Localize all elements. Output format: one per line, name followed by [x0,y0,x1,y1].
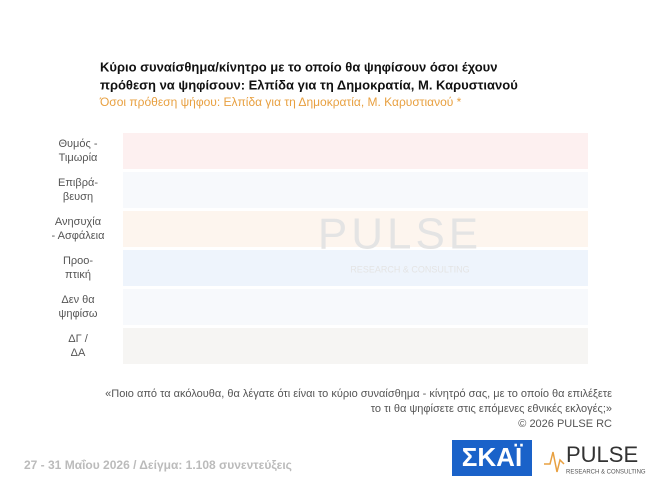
pulse-logo: PULSE [566,442,638,467]
pulse-logo-sub: RESEARCH & CONSULTING [566,470,646,476]
footer: 27 - 31 Μαΐου 2026 / Δείγμα: 1.108 συνεν… [24,458,292,472]
row-bg [123,250,588,286]
y-tick-label: Δεν θα [61,294,95,306]
row-bg [123,133,588,169]
watermark: RESEARCH & CONSULTING [350,264,469,274]
pulse-logo-wave [544,451,565,473]
row-bg [123,172,588,208]
chart-title: Κύριο συναίσθημα/κίνητρο με το οποίο θα … [100,59,497,74]
y-tick-label: πτική [65,269,91,281]
y-tick-label: Επιβρά- [58,177,98,189]
y-tick-label: Προο- [63,255,93,267]
y-tick-label: ΔΓ / [68,333,88,345]
y-tick-label: ψηφίσω [59,308,98,320]
chart-subtitle: Όσοι πρόθεση ψήφου: Ελπίδα για τη Δημοκρ… [99,95,462,109]
skai-logo: ΣΚΑΪ [462,442,523,472]
row-bg [123,289,588,325]
watermark: PULSE [318,210,482,259]
y-tick-label: Ανησυχία [55,216,102,228]
y-tick-label: ΔΑ [71,347,86,359]
skai-logo-box [452,440,532,476]
copyright: © 2026 PULSE RC [518,418,612,430]
y-tick-label: βευση [63,191,93,203]
row-bg [123,211,588,247]
question: «Ποιο από τα ακόλουθα, θα λέγατε ότι είν… [105,388,612,400]
y-tick-label: Τιμωρία [59,152,98,164]
chart-title: πρόθεση να ψηφίσουν: Ελπίδα για τη Δημοκ… [100,77,518,92]
row-bg [123,328,588,364]
y-tick-label: - Ασφάλεια [52,230,106,242]
question: το τι θα ψηφίσετε στις επόμενες εθνικές … [371,403,612,415]
y-tick-label: Θυμός - [58,138,97,150]
